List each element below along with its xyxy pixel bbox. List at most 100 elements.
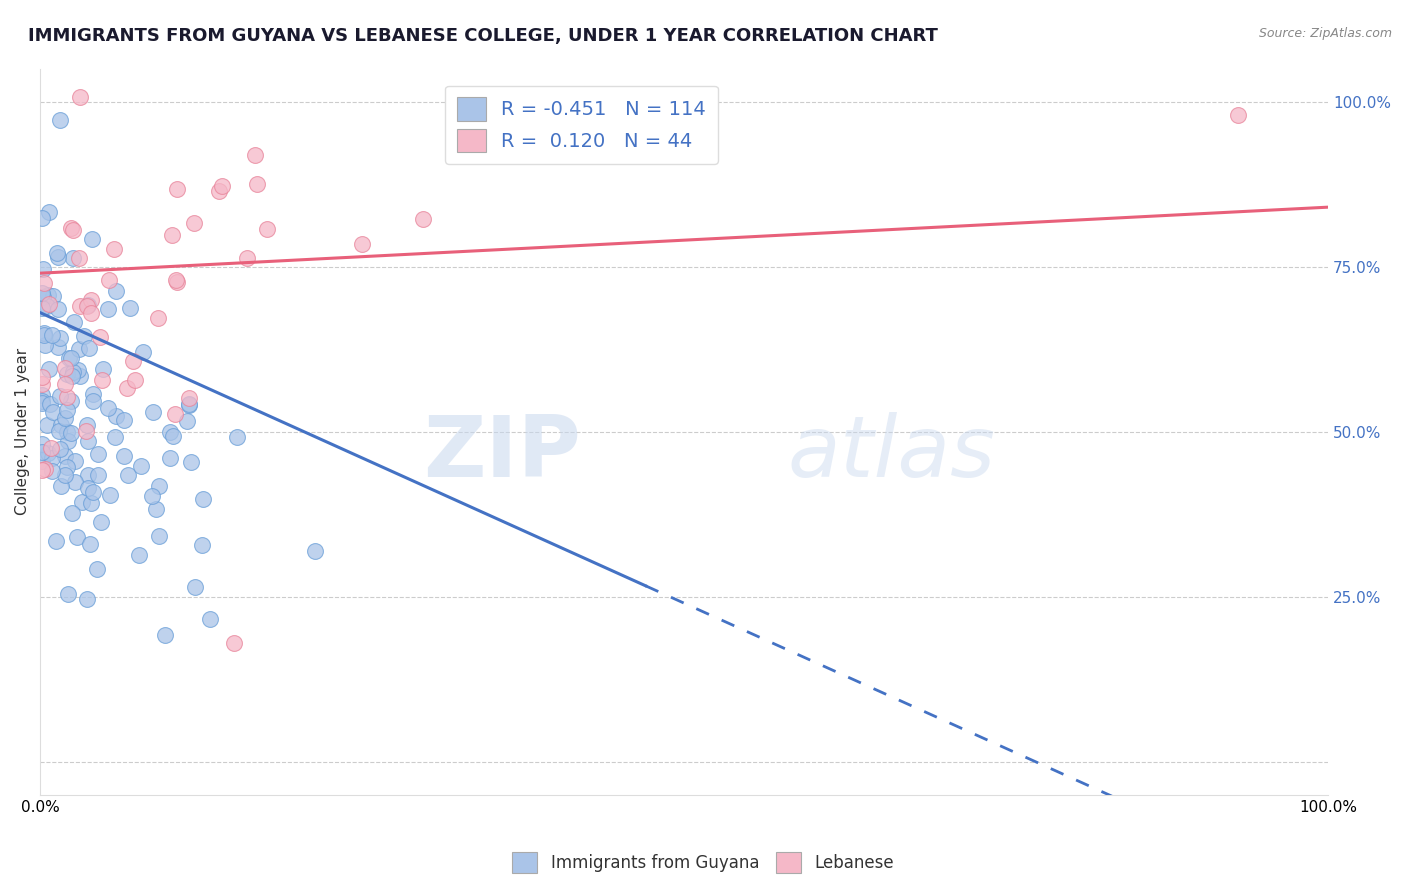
Y-axis label: College, Under 1 year: College, Under 1 year xyxy=(15,348,30,516)
Point xyxy=(82,387,104,401)
Text: Source: ZipAtlas.com: Source: ZipAtlas.com xyxy=(1258,27,1392,40)
Point xyxy=(48,424,70,438)
Point xyxy=(35,299,58,313)
Point xyxy=(67,342,90,356)
Point xyxy=(76,418,98,433)
Point xyxy=(97,272,120,286)
Point xyxy=(49,331,72,345)
Point xyxy=(75,424,97,438)
Point xyxy=(131,344,153,359)
Point xyxy=(165,273,187,287)
Point xyxy=(77,342,100,356)
Point xyxy=(129,459,152,474)
Point xyxy=(208,184,231,198)
Point xyxy=(55,361,77,376)
Point xyxy=(235,251,257,265)
Point xyxy=(65,454,87,468)
Point xyxy=(191,491,214,506)
Point xyxy=(77,481,100,495)
Point xyxy=(56,402,79,417)
Point xyxy=(48,113,70,128)
Point xyxy=(73,329,96,343)
Point xyxy=(155,628,177,642)
Point xyxy=(79,537,101,551)
Point xyxy=(148,478,170,492)
Point xyxy=(51,479,73,493)
Point xyxy=(46,250,69,264)
Point xyxy=(34,461,56,475)
Text: atlas: atlas xyxy=(787,412,995,495)
Point xyxy=(104,409,127,423)
Point xyxy=(56,587,79,601)
Point xyxy=(103,242,125,256)
Point xyxy=(31,463,53,477)
Point xyxy=(166,276,188,290)
Point xyxy=(41,327,63,342)
Point xyxy=(69,299,91,313)
Point xyxy=(32,276,55,290)
Point xyxy=(120,301,142,316)
Point xyxy=(59,220,82,235)
Point xyxy=(31,388,53,402)
Point xyxy=(115,381,138,395)
Point xyxy=(31,454,53,468)
Point xyxy=(222,636,245,650)
Point xyxy=(180,455,202,469)
Point xyxy=(90,515,112,529)
Point xyxy=(177,398,200,412)
Point xyxy=(60,394,83,409)
Point xyxy=(117,468,139,483)
Point xyxy=(77,434,100,448)
Point xyxy=(246,177,269,191)
Point xyxy=(62,251,84,265)
Point xyxy=(89,330,111,344)
Point xyxy=(184,580,207,594)
Point xyxy=(159,450,181,465)
Point xyxy=(69,368,91,383)
Point xyxy=(256,221,278,235)
Point xyxy=(63,315,86,329)
Point xyxy=(80,495,103,509)
Point xyxy=(91,362,114,376)
Point xyxy=(112,449,135,463)
Point xyxy=(122,354,145,368)
Point xyxy=(76,298,98,312)
Point xyxy=(179,392,201,406)
Point xyxy=(226,430,249,444)
Point xyxy=(38,204,60,219)
Point xyxy=(66,530,89,544)
Point xyxy=(38,296,60,310)
Point xyxy=(59,351,82,365)
Point xyxy=(41,450,63,465)
Point xyxy=(31,445,53,459)
Point xyxy=(183,216,205,230)
Point xyxy=(97,401,120,416)
Text: IMMIGRANTS FROM GUYANA VS LEBANESE COLLEGE, UNDER 1 YEAR CORRELATION CHART: IMMIGRANTS FROM GUYANA VS LEBANESE COLLE… xyxy=(28,27,938,45)
Point xyxy=(58,351,80,366)
Point xyxy=(62,223,84,237)
Point xyxy=(160,228,183,243)
Point xyxy=(62,365,84,379)
Point xyxy=(45,533,67,548)
Point xyxy=(41,464,63,478)
Point xyxy=(166,181,188,195)
Point xyxy=(112,413,135,427)
Point xyxy=(146,311,169,326)
Point xyxy=(32,328,55,343)
Point xyxy=(46,302,69,317)
Point xyxy=(70,495,93,509)
Point xyxy=(98,488,121,502)
Point xyxy=(59,426,82,441)
Point xyxy=(142,405,165,419)
Point xyxy=(55,425,77,439)
Point xyxy=(162,428,184,442)
Point xyxy=(67,363,90,377)
Point xyxy=(41,405,63,419)
Point xyxy=(148,528,170,542)
Text: ZIP: ZIP xyxy=(423,412,581,495)
Point xyxy=(53,377,76,392)
Point xyxy=(31,211,53,225)
Point xyxy=(60,369,83,384)
Point xyxy=(31,437,53,451)
Point xyxy=(42,289,65,303)
